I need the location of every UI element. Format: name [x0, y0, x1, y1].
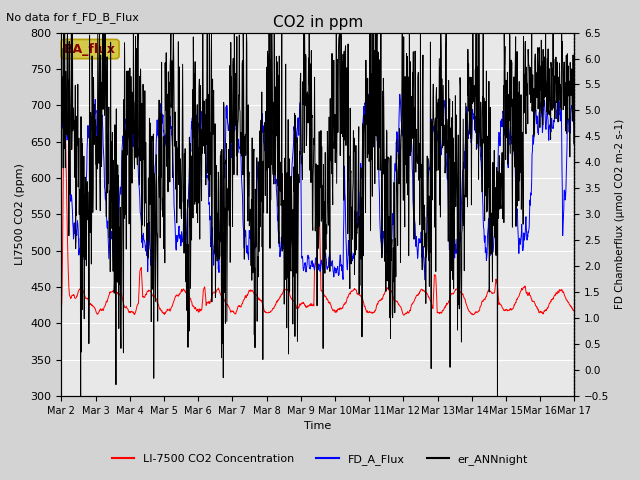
Text: No data for f_FD_B_Flux: No data for f_FD_B_Flux	[6, 12, 140, 23]
Legend: LI-7500 CO2 Concentration, FD_A_Flux, er_ANNnight: LI-7500 CO2 Concentration, FD_A_Flux, er…	[108, 450, 532, 469]
Y-axis label: FD Chamberflux (μmol CO2 m-2 s-1): FD Chamberflux (μmol CO2 m-2 s-1)	[615, 119, 625, 310]
Y-axis label: LI7500 CO2 (ppm): LI7500 CO2 (ppm)	[15, 163, 25, 265]
Text: BA_flux: BA_flux	[64, 43, 116, 56]
Title: CO2 in ppm: CO2 in ppm	[273, 15, 363, 30]
X-axis label: Time: Time	[304, 421, 332, 432]
